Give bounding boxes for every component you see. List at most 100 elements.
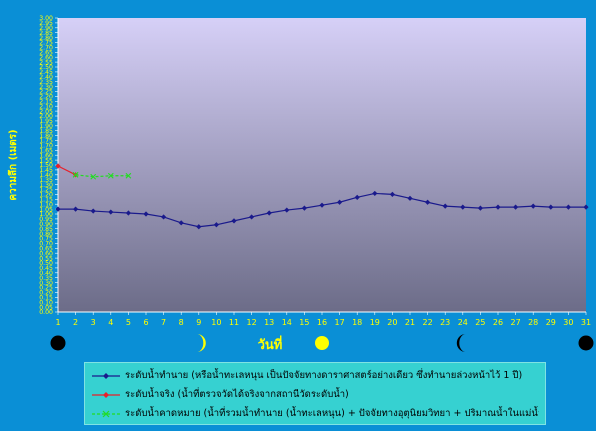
data-point: [372, 190, 378, 197]
x-tick-label: 22: [423, 318, 433, 327]
y-tick-label: 0.80: [39, 231, 53, 238]
y-tick-label: 2.45: [39, 69, 53, 76]
y-tick-label: 1.30: [39, 182, 53, 189]
legend: ระดับน้ำทำนาย (หรือน้ำทะเลหนุน เป็นปัจจั…: [84, 362, 546, 425]
x-tick-label: 20: [387, 318, 397, 327]
legend-item-actual: ระดับน้ำจริง (น้ำที่ตรวจวัดได้จริงจากสถา…: [91, 385, 539, 404]
legend-label-actual: ระดับน้ำจริง (น้ำที่ตรวจวัดได้จริงจากสถา…: [125, 389, 349, 400]
y-tick-label: 0.55: [39, 255, 53, 262]
x-tick-label: 6: [143, 318, 148, 327]
y-tick-label: 0.40: [39, 270, 53, 277]
x-tick-label: 29: [546, 318, 556, 327]
data-point: [389, 191, 395, 197]
y-tick-label: 2.50: [39, 64, 53, 71]
data-point: [55, 163, 61, 169]
x-tick-label: 11: [229, 318, 239, 327]
x-axis: 1 2 3 4 5 6 7 8 9 10 11 12 13 14 15 16 17 18 19 20 21 22 23 24 2…: [55, 311, 591, 327]
x-tick-label: 27: [511, 318, 521, 327]
data-point: [460, 204, 466, 210]
y-tick-label: 1.95: [39, 118, 53, 125]
data-point: [107, 172, 114, 179]
y-tick-label: 2.90: [39, 25, 53, 32]
data-point: [319, 202, 325, 208]
data-point: [407, 195, 413, 201]
x-tick-label: 23: [440, 318, 450, 327]
y-tick-label: 1.65: [39, 148, 53, 155]
y-tick-label: 0.25: [39, 285, 53, 292]
data-point: [266, 210, 272, 216]
data-point: [178, 220, 184, 226]
data-point: [249, 214, 255, 220]
y-tick-label: 2.30: [39, 84, 53, 91]
y-tick-label: 2.65: [39, 50, 53, 57]
legend-label-predicted: ระดับน้ำทำนาย (หรือน้ำทะเลหนุน เป็นปัจจั…: [125, 370, 523, 381]
x-tick-label: 8: [179, 318, 184, 327]
y-tick-label: 1.35: [39, 177, 53, 184]
y-tick-label: 0.15: [39, 295, 53, 302]
x-tick-label: 13: [264, 318, 274, 327]
y-tick-label: 0.70: [39, 241, 53, 248]
y-tick-label: 1.10: [39, 201, 53, 208]
series-layer: [55, 163, 589, 230]
x-tick-label: 12: [247, 318, 257, 327]
x-tick-label: 10: [211, 318, 221, 327]
x-tick-label: 15: [299, 318, 309, 327]
y-tick-label: 0.00: [39, 309, 53, 316]
y-tick-label: 1.85: [39, 128, 53, 135]
y-axis: 0.000.050.100.150.200.250.300.350.400.45…: [39, 15, 59, 316]
data-point: [583, 204, 589, 210]
y-tick-label: 2.40: [39, 74, 53, 81]
x-tick-label: 4: [108, 318, 113, 327]
y-tick-label: 2.70: [39, 45, 53, 52]
y-tick-label: 2.00: [39, 113, 53, 120]
legend-symbol-forecast: [92, 410, 120, 417]
y-tick-label: 1.75: [39, 138, 53, 145]
full-moon-icon: [315, 336, 329, 350]
legend-label-forecast: ระดับน้ำคาดหมาย (น้ำที่รวมน้ำทำนาย (น้ำท…: [125, 408, 539, 419]
x-tick-label: 17: [335, 318, 345, 327]
y-tick-label: 1.70: [39, 143, 53, 150]
data-point: [337, 199, 343, 205]
series-line-2: [75, 174, 129, 178]
y-tick-label: 2.35: [39, 79, 53, 86]
y-tick-label: 1.90: [39, 123, 53, 130]
legend-item-predicted: ระดับน้ำทำนาย (หรือน้ำทะเลหนุน เป็นปัจจั…: [91, 366, 539, 385]
y-tick-label: 1.25: [39, 187, 53, 194]
data-point: [513, 204, 519, 210]
data-point: [301, 205, 307, 211]
y-tick-label: 2.25: [39, 89, 53, 96]
x-tick-label: 21: [405, 318, 415, 327]
y-tick-label: 0.05: [39, 304, 53, 311]
data-point: [442, 203, 448, 209]
y-tick-label: 0.75: [39, 236, 53, 243]
data-point: [425, 199, 431, 205]
y-tick-label: 1.40: [39, 172, 53, 179]
y-tick-label: 0.35: [39, 275, 53, 282]
data-point: [530, 203, 536, 209]
y-tick-label: 1.55: [39, 157, 53, 164]
data-point: [548, 204, 554, 210]
data-point: [125, 172, 132, 179]
x-tick-label: 14: [282, 318, 292, 327]
y-tick-label: 2.80: [39, 35, 53, 42]
new-moon-icon: [578, 335, 594, 351]
y-tick-label: 1.05: [39, 206, 53, 213]
y-tick-label: 1.80: [39, 133, 53, 140]
data-point: [125, 210, 131, 216]
y-tick-label: 0.20: [39, 290, 53, 297]
legend-symbol-predicted: [92, 372, 120, 379]
y-tick-label: 2.05: [39, 108, 53, 115]
x-tick-label: 19: [370, 318, 380, 327]
x-tick-label: 28: [528, 318, 538, 327]
data-point: [565, 204, 571, 210]
x-tick-label: 1: [55, 318, 60, 327]
x-tick-label: 5: [126, 318, 131, 327]
data-point: [55, 206, 61, 212]
data-point: [196, 224, 202, 230]
data-point: [143, 211, 149, 217]
x-tick-label: 24: [458, 318, 468, 327]
x-tick-label: 26: [493, 318, 503, 327]
new-moon-icon: [50, 335, 66, 351]
y-axis-label: ความลึก (เมตร): [7, 129, 19, 200]
